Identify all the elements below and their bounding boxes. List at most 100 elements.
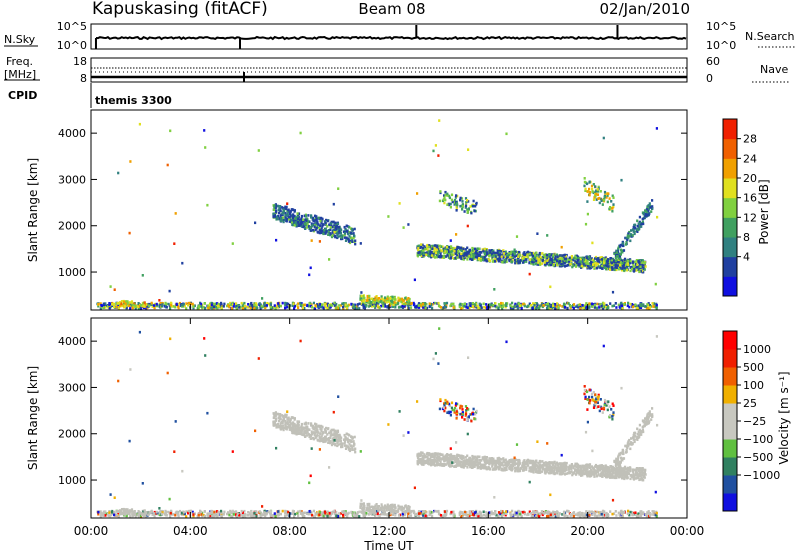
power-cell bbox=[511, 250, 514, 254]
velocity-cell bbox=[342, 438, 346, 441]
power-cell bbox=[504, 253, 507, 256]
power-cell bbox=[621, 307, 624, 310]
power-cell bbox=[104, 302, 107, 305]
velocity-cell bbox=[543, 468, 546, 472]
power-cell bbox=[434, 251, 438, 255]
power-cell bbox=[461, 256, 464, 260]
power-cell bbox=[505, 254, 509, 257]
velocity-cell bbox=[502, 457, 505, 460]
velocity-cell bbox=[543, 471, 546, 474]
power-cell bbox=[494, 304, 497, 308]
power-cell bbox=[266, 302, 269, 305]
power-cell bbox=[645, 305, 648, 308]
power-cell bbox=[321, 303, 324, 306]
velocity-cell bbox=[531, 468, 534, 472]
power-cell bbox=[197, 305, 200, 309]
power-cell bbox=[131, 305, 134, 309]
velocity-cell bbox=[611, 475, 614, 479]
velocity-cell bbox=[588, 475, 591, 478]
velocity-cell bbox=[472, 463, 475, 467]
velocity-cell bbox=[277, 412, 280, 416]
power-cell bbox=[310, 303, 313, 306]
velocity-cell bbox=[328, 440, 331, 443]
power-cell bbox=[145, 306, 148, 310]
velocity-cell bbox=[491, 468, 494, 471]
power-cell bbox=[284, 207, 287, 211]
power-cell bbox=[453, 246, 456, 250]
velocity-cell bbox=[554, 472, 557, 475]
power-cell bbox=[238, 305, 241, 309]
velocity-cell bbox=[280, 421, 283, 425]
velocity-cell bbox=[440, 457, 443, 460]
power-cell bbox=[165, 302, 168, 306]
velocity-cell bbox=[318, 435, 321, 438]
velocity-cell bbox=[552, 466, 555, 470]
power-cell bbox=[597, 197, 600, 200]
power-cell bbox=[451, 256, 454, 260]
velocity-cell bbox=[295, 430, 298, 433]
velocity-cell bbox=[416, 456, 420, 460]
power-cell bbox=[291, 223, 294, 226]
power-cell bbox=[345, 236, 348, 240]
power-cell bbox=[575, 254, 578, 258]
date-title: 02/Jan/2010 bbox=[600, 0, 691, 18]
power-cell bbox=[549, 258, 552, 262]
power-cell bbox=[314, 304, 317, 307]
velocity-cell bbox=[628, 438, 631, 442]
velocity-cell bbox=[537, 466, 541, 470]
power-cell bbox=[465, 201, 468, 204]
velocity-cell bbox=[507, 460, 510, 463]
power-cell bbox=[274, 307, 277, 310]
power-cell bbox=[326, 302, 329, 306]
power-cell bbox=[431, 303, 434, 306]
power-cell bbox=[443, 196, 446, 199]
power-cell bbox=[476, 258, 479, 262]
power-cell bbox=[630, 229, 633, 232]
power-cell bbox=[575, 263, 578, 266]
velocity-cell bbox=[574, 468, 577, 471]
power-cell bbox=[128, 301, 131, 304]
power-cell bbox=[513, 304, 516, 308]
power-cell bbox=[296, 217, 300, 220]
velocity-cell bbox=[284, 421, 287, 425]
power-cell bbox=[387, 300, 391, 303]
velocity-cell bbox=[451, 464, 454, 468]
power-cell bbox=[633, 223, 636, 227]
power-cell bbox=[523, 304, 526, 308]
velocity-cell bbox=[560, 470, 563, 474]
velocity-cell bbox=[488, 462, 491, 466]
velocity-cell bbox=[292, 421, 295, 424]
velocity-cell bbox=[319, 438, 323, 441]
velocity-cell bbox=[494, 459, 497, 463]
velocity-cell bbox=[581, 464, 584, 468]
power-cell bbox=[425, 303, 428, 306]
power-cell bbox=[581, 304, 584, 307]
power-cell bbox=[330, 220, 333, 224]
power-cell bbox=[316, 221, 319, 224]
velocity-cell bbox=[436, 461, 439, 465]
power-cell bbox=[602, 261, 606, 265]
velocity-cell bbox=[426, 455, 429, 459]
power-cell bbox=[471, 246, 474, 250]
power-cell bbox=[124, 302, 127, 306]
velocity-cell bbox=[601, 475, 604, 478]
power-cell bbox=[469, 205, 472, 208]
power-cell bbox=[516, 259, 519, 263]
power-cell bbox=[546, 307, 549, 310]
velocity-cell bbox=[647, 415, 650, 419]
velocity-cell bbox=[457, 454, 460, 457]
power-cell bbox=[597, 185, 600, 189]
power-cell bbox=[348, 231, 351, 234]
power-cell bbox=[464, 248, 467, 251]
power-cell bbox=[610, 261, 614, 264]
velocity-cell bbox=[617, 468, 620, 472]
power-cell bbox=[639, 265, 642, 269]
velocity-cell bbox=[328, 431, 331, 435]
power-cell bbox=[629, 259, 632, 263]
power-cell bbox=[109, 302, 112, 306]
power-cell bbox=[575, 257, 578, 261]
power-cell bbox=[251, 305, 254, 309]
power-cell bbox=[518, 302, 521, 305]
power-cell bbox=[261, 297, 264, 300]
power-cell bbox=[497, 303, 501, 306]
